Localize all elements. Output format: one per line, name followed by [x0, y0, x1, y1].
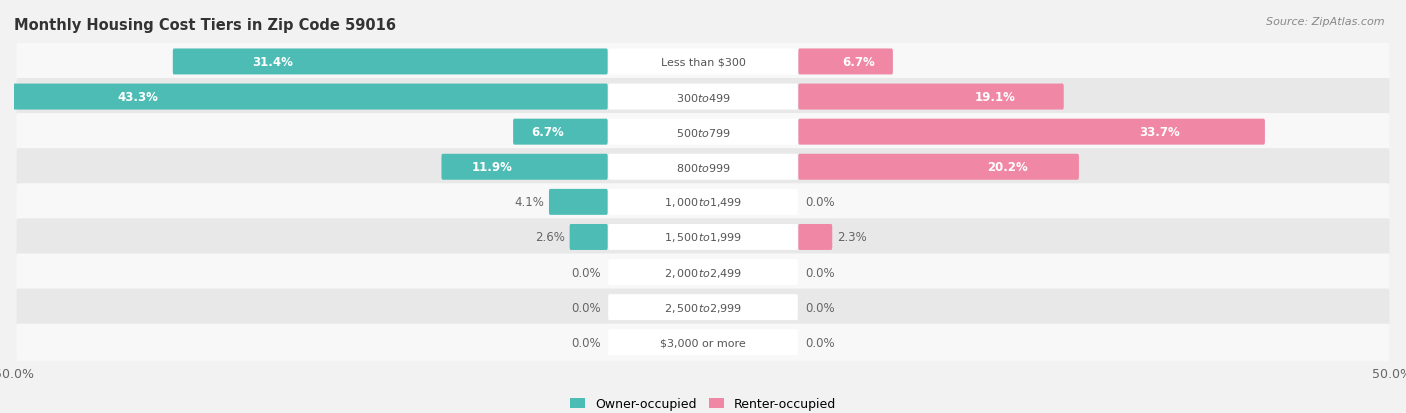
- Text: 6.7%: 6.7%: [531, 126, 564, 139]
- FancyBboxPatch shape: [513, 119, 607, 145]
- Text: 2.6%: 2.6%: [536, 231, 565, 244]
- FancyBboxPatch shape: [609, 154, 797, 180]
- Text: $2,500 to $2,999: $2,500 to $2,999: [664, 301, 742, 314]
- Text: Less than $300: Less than $300: [661, 57, 745, 67]
- Text: $3,000 or more: $3,000 or more: [661, 337, 745, 347]
- Text: 0.0%: 0.0%: [806, 336, 835, 349]
- FancyBboxPatch shape: [17, 184, 1389, 221]
- FancyBboxPatch shape: [17, 44, 1389, 81]
- Text: $500 to $799: $500 to $799: [675, 126, 731, 138]
- Text: 19.1%: 19.1%: [974, 91, 1015, 104]
- Text: 33.7%: 33.7%: [1139, 126, 1180, 139]
- Text: 31.4%: 31.4%: [252, 56, 292, 69]
- FancyBboxPatch shape: [17, 254, 1389, 291]
- Text: 4.1%: 4.1%: [515, 196, 544, 209]
- FancyBboxPatch shape: [8, 84, 607, 110]
- Text: 43.3%: 43.3%: [117, 91, 159, 104]
- Text: $2,000 to $2,499: $2,000 to $2,499: [664, 266, 742, 279]
- FancyBboxPatch shape: [609, 84, 797, 110]
- FancyBboxPatch shape: [609, 190, 797, 215]
- FancyBboxPatch shape: [799, 224, 832, 250]
- FancyBboxPatch shape: [441, 154, 607, 180]
- Text: $300 to $499: $300 to $499: [675, 91, 731, 103]
- FancyBboxPatch shape: [17, 114, 1389, 151]
- Legend: Owner-occupied, Renter-occupied: Owner-occupied, Renter-occupied: [565, 392, 841, 413]
- Text: 11.9%: 11.9%: [472, 161, 513, 174]
- Text: 6.7%: 6.7%: [842, 56, 875, 69]
- Text: Source: ZipAtlas.com: Source: ZipAtlas.com: [1267, 17, 1385, 26]
- Text: $1,000 to $1,499: $1,000 to $1,499: [664, 196, 742, 209]
- FancyBboxPatch shape: [609, 330, 797, 355]
- FancyBboxPatch shape: [609, 294, 797, 320]
- Text: $1,500 to $1,999: $1,500 to $1,999: [664, 231, 742, 244]
- FancyBboxPatch shape: [569, 224, 607, 250]
- Text: 0.0%: 0.0%: [571, 301, 600, 314]
- Text: 0.0%: 0.0%: [806, 196, 835, 209]
- FancyBboxPatch shape: [799, 119, 1265, 145]
- FancyBboxPatch shape: [799, 84, 1064, 110]
- Text: 20.2%: 20.2%: [987, 161, 1028, 174]
- FancyBboxPatch shape: [17, 79, 1389, 116]
- FancyBboxPatch shape: [609, 259, 797, 285]
- FancyBboxPatch shape: [609, 119, 797, 145]
- FancyBboxPatch shape: [17, 149, 1389, 186]
- FancyBboxPatch shape: [173, 50, 607, 75]
- Text: 0.0%: 0.0%: [571, 266, 600, 279]
- Text: 0.0%: 0.0%: [806, 301, 835, 314]
- FancyBboxPatch shape: [609, 224, 797, 250]
- Text: Monthly Housing Cost Tiers in Zip Code 59016: Monthly Housing Cost Tiers in Zip Code 5…: [14, 18, 396, 33]
- Text: 0.0%: 0.0%: [806, 266, 835, 279]
- Text: $800 to $999: $800 to $999: [675, 161, 731, 173]
- FancyBboxPatch shape: [17, 219, 1389, 256]
- FancyBboxPatch shape: [17, 324, 1389, 361]
- FancyBboxPatch shape: [609, 50, 797, 75]
- FancyBboxPatch shape: [799, 50, 893, 75]
- FancyBboxPatch shape: [17, 289, 1389, 326]
- Text: 2.3%: 2.3%: [837, 231, 866, 244]
- Text: 0.0%: 0.0%: [571, 336, 600, 349]
- FancyBboxPatch shape: [799, 154, 1078, 180]
- FancyBboxPatch shape: [548, 190, 607, 215]
